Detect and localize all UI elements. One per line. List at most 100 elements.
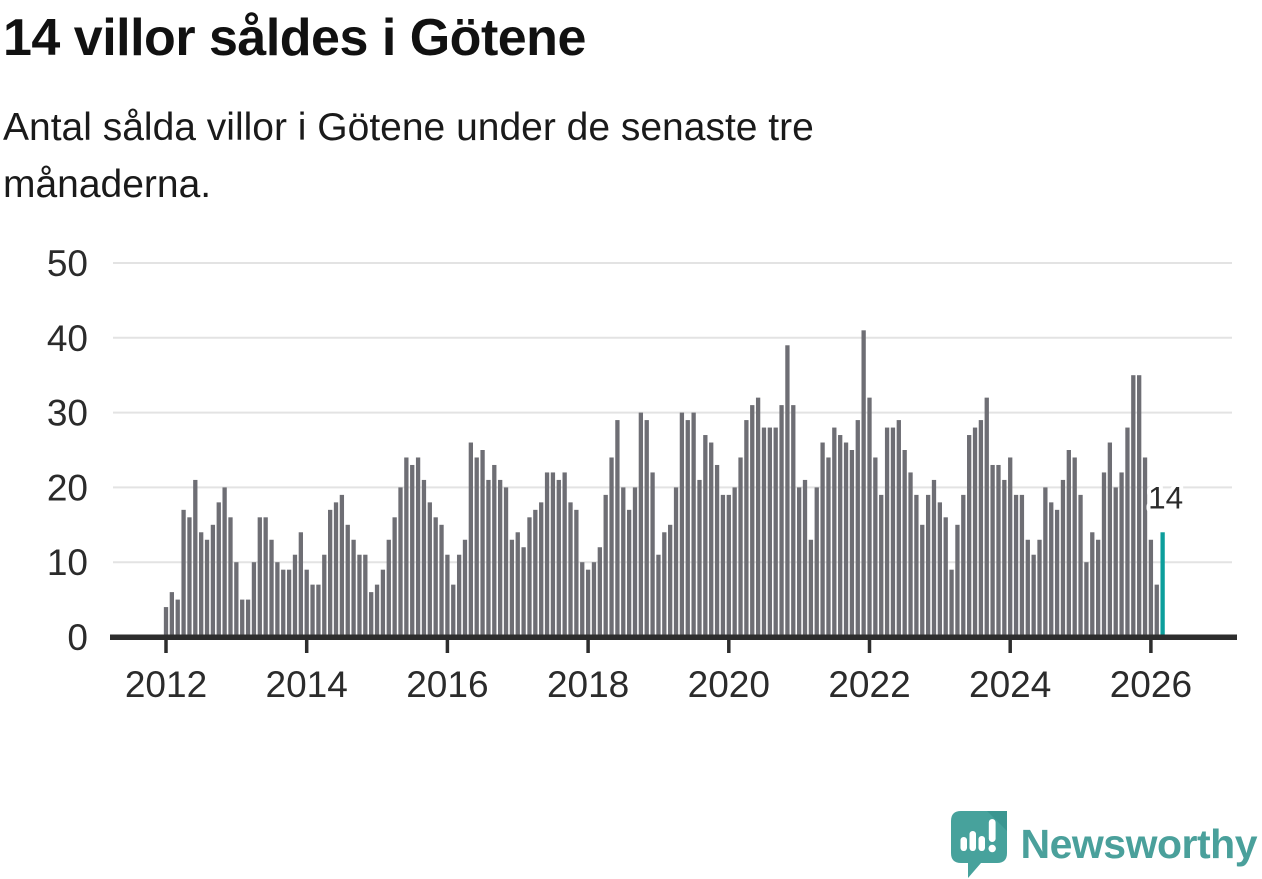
bar	[181, 509, 186, 637]
y-axis-label: 20	[47, 467, 88, 508]
x-axis-label: 2026	[1110, 664, 1192, 705]
bar	[421, 479, 427, 637]
bar	[228, 517, 233, 637]
bar	[1148, 539, 1154, 637]
bar	[550, 472, 556, 637]
bar	[785, 345, 790, 637]
bar	[374, 584, 380, 637]
bar	[480, 450, 485, 637]
bar	[1107, 442, 1113, 637]
bar	[955, 524, 960, 637]
bar	[890, 427, 896, 637]
newsworthy-logo: Newsworthy	[950, 810, 1258, 879]
bar	[1125, 427, 1130, 637]
bar	[726, 494, 731, 637]
bar	[404, 457, 409, 637]
bar	[761, 427, 767, 637]
bar	[357, 554, 362, 637]
bar	[826, 457, 831, 637]
logo-bar-3	[978, 836, 985, 851]
bar	[275, 562, 280, 637]
x-axis-label: 2022	[828, 664, 910, 705]
bar	[1154, 584, 1159, 637]
bar	[931, 479, 937, 637]
bar	[902, 450, 907, 637]
bar	[462, 539, 468, 637]
bar	[820, 442, 825, 637]
bar	[380, 569, 386, 637]
value-annotation: 14	[1148, 479, 1183, 515]
bar	[978, 420, 984, 637]
y-axis-label: 30	[47, 393, 88, 434]
bar	[732, 487, 737, 637]
bar	[544, 472, 550, 637]
bar	[433, 517, 438, 637]
bar	[322, 554, 327, 637]
bar	[456, 554, 462, 637]
bar	[855, 420, 860, 637]
bar	[949, 569, 954, 637]
bar	[351, 539, 356, 637]
bar	[216, 502, 221, 637]
bar	[1054, 509, 1060, 637]
y-axis-label: 10	[47, 542, 88, 583]
bar	[568, 502, 573, 637]
bar	[392, 517, 397, 637]
bar	[445, 554, 450, 637]
bar	[1066, 450, 1071, 637]
bar	[562, 472, 567, 637]
bar	[210, 524, 216, 637]
bar	[668, 524, 673, 637]
bar	[791, 405, 796, 637]
bar	[468, 442, 473, 637]
bar	[738, 457, 743, 637]
bar	[521, 547, 526, 637]
brand-name: Newsworthy	[1020, 821, 1258, 867]
y-axis-label: 0	[67, 617, 88, 658]
bar	[1025, 539, 1030, 637]
bar	[1043, 487, 1048, 637]
bar	[439, 524, 444, 637]
bar	[814, 487, 819, 637]
bar	[1084, 562, 1089, 637]
bar	[908, 472, 913, 637]
bar	[773, 427, 778, 637]
bar	[990, 464, 995, 637]
bar	[838, 435, 843, 637]
bar	[515, 532, 520, 637]
x-axis-label: 2020	[688, 664, 770, 705]
bar	[1131, 375, 1136, 637]
y-axis-label: 40	[47, 318, 88, 359]
bar	[1008, 457, 1013, 637]
bar	[486, 479, 491, 637]
bar	[1095, 539, 1101, 637]
bar	[310, 584, 315, 637]
bar	[580, 562, 585, 637]
bar	[1072, 457, 1077, 637]
bar	[896, 420, 901, 637]
x-axis-label: 2012	[125, 664, 207, 705]
bar	[363, 554, 368, 637]
bar	[169, 592, 175, 637]
bar	[626, 509, 632, 637]
y-axis-label: 50	[47, 243, 88, 284]
bar	[984, 397, 989, 637]
bar	[802, 479, 808, 637]
bar	[1137, 375, 1142, 637]
bar	[662, 532, 667, 637]
bar	[603, 494, 608, 637]
bar	[797, 487, 802, 637]
x-axis-line	[110, 634, 1237, 640]
bar	[251, 562, 257, 637]
newsworthy-icon	[950, 811, 1007, 878]
bar	[369, 592, 374, 637]
bar	[925, 494, 931, 637]
bar	[539, 502, 544, 637]
bar	[808, 539, 814, 637]
bar	[1142, 457, 1148, 637]
bar	[1119, 472, 1124, 637]
x-axis-label: 2018	[547, 664, 629, 705]
bar	[199, 532, 204, 637]
bar	[879, 494, 884, 637]
bar	[527, 517, 532, 637]
